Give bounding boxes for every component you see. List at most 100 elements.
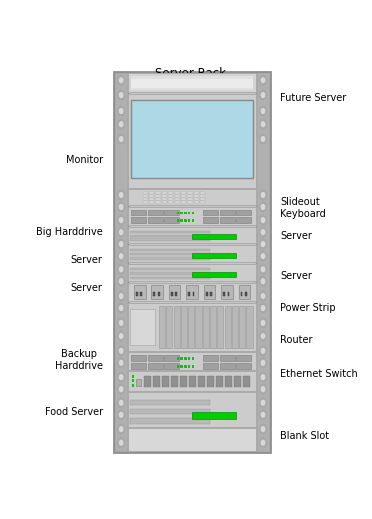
Bar — [142, 195, 148, 197]
Text: Power Strip: Power Strip — [280, 303, 336, 313]
Bar — [181, 306, 187, 348]
Circle shape — [261, 122, 265, 127]
Circle shape — [118, 385, 125, 394]
Circle shape — [118, 438, 125, 447]
Circle shape — [118, 410, 125, 419]
Bar — [217, 306, 224, 348]
Bar — [114, 72, 128, 452]
Bar — [166, 306, 172, 348]
Circle shape — [119, 413, 123, 417]
Bar — [128, 227, 256, 243]
Bar — [158, 293, 160, 296]
Bar — [192, 357, 194, 360]
Circle shape — [119, 78, 123, 83]
Bar — [142, 201, 148, 203]
Bar — [184, 365, 187, 367]
Circle shape — [119, 254, 123, 258]
Bar — [237, 210, 251, 215]
Bar — [153, 376, 160, 387]
Bar — [225, 376, 232, 387]
Bar — [131, 400, 210, 405]
Bar — [131, 238, 210, 240]
Bar — [184, 357, 187, 360]
Circle shape — [260, 251, 266, 261]
Bar — [136, 379, 141, 386]
Circle shape — [119, 360, 123, 365]
Bar — [131, 418, 210, 424]
Circle shape — [119, 387, 123, 391]
Circle shape — [118, 346, 125, 356]
Bar — [180, 357, 183, 360]
Bar — [241, 293, 243, 296]
Circle shape — [261, 230, 265, 235]
Circle shape — [261, 360, 265, 365]
Bar — [148, 210, 163, 215]
Circle shape — [260, 75, 266, 85]
Bar — [173, 306, 180, 348]
Circle shape — [261, 78, 265, 83]
Circle shape — [118, 303, 125, 313]
Bar — [210, 306, 216, 348]
Bar — [164, 354, 179, 361]
Bar — [232, 306, 238, 348]
Circle shape — [261, 254, 265, 258]
Bar — [194, 192, 199, 194]
Bar — [195, 306, 202, 348]
Bar — [132, 384, 134, 387]
Circle shape — [119, 348, 123, 353]
Bar — [142, 198, 148, 200]
Bar — [131, 268, 210, 270]
Bar — [192, 234, 236, 239]
Circle shape — [260, 318, 266, 327]
Bar — [162, 192, 167, 194]
Bar — [189, 376, 196, 387]
Circle shape — [119, 267, 123, 271]
Bar — [174, 192, 180, 194]
Circle shape — [119, 136, 123, 141]
Circle shape — [261, 204, 265, 209]
Bar — [131, 363, 146, 368]
Circle shape — [119, 230, 123, 235]
Bar — [131, 76, 253, 90]
Bar — [210, 293, 212, 296]
Circle shape — [118, 291, 125, 301]
Bar — [180, 376, 187, 387]
Circle shape — [261, 108, 265, 114]
Circle shape — [260, 106, 266, 116]
Circle shape — [260, 425, 266, 434]
Circle shape — [118, 190, 125, 200]
Circle shape — [119, 108, 123, 114]
Bar — [207, 376, 214, 387]
Circle shape — [118, 358, 125, 367]
Circle shape — [118, 331, 125, 341]
Bar — [239, 306, 246, 348]
Bar — [168, 192, 173, 194]
Bar — [148, 354, 163, 361]
Bar — [128, 73, 256, 92]
Bar — [128, 303, 256, 351]
Bar — [193, 293, 195, 296]
Bar — [128, 428, 256, 450]
Bar — [148, 217, 163, 223]
Bar — [131, 79, 253, 88]
Bar — [181, 192, 186, 194]
Bar — [192, 365, 194, 367]
Bar — [180, 365, 183, 367]
Circle shape — [118, 318, 125, 327]
Bar — [168, 198, 173, 200]
Bar — [151, 285, 163, 299]
Circle shape — [118, 398, 125, 407]
Bar — [164, 217, 179, 223]
Bar — [203, 354, 218, 361]
Circle shape — [260, 385, 266, 394]
Bar — [131, 277, 210, 279]
Circle shape — [261, 193, 265, 197]
Circle shape — [118, 227, 125, 237]
Bar — [128, 392, 256, 427]
Circle shape — [261, 306, 265, 310]
Bar — [192, 253, 236, 258]
Text: Blank Slot: Blank Slot — [280, 431, 329, 441]
Circle shape — [261, 375, 265, 379]
Bar — [245, 293, 247, 296]
Circle shape — [119, 400, 123, 405]
